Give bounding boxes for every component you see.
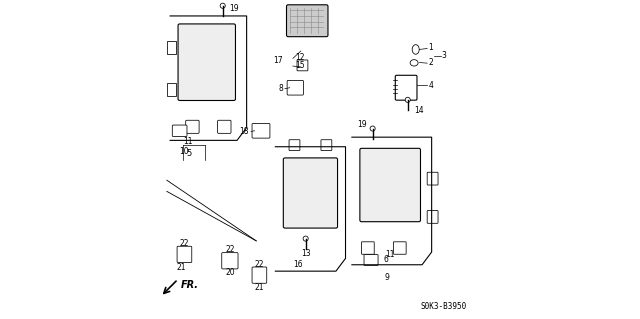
- FancyBboxPatch shape: [321, 140, 332, 151]
- FancyBboxPatch shape: [427, 211, 438, 223]
- Text: 20: 20: [225, 268, 235, 277]
- Text: 10: 10: [180, 147, 189, 156]
- Ellipse shape: [412, 45, 419, 54]
- Circle shape: [303, 236, 308, 241]
- Bar: [167, 41, 177, 54]
- FancyBboxPatch shape: [252, 123, 270, 138]
- Text: 14: 14: [414, 106, 424, 115]
- Text: 22: 22: [225, 245, 235, 254]
- FancyBboxPatch shape: [172, 125, 187, 137]
- Circle shape: [370, 126, 375, 131]
- FancyBboxPatch shape: [284, 158, 337, 228]
- Text: 15: 15: [295, 61, 305, 70]
- Text: 16: 16: [293, 260, 303, 269]
- FancyBboxPatch shape: [427, 172, 438, 185]
- Text: 4: 4: [428, 81, 433, 90]
- FancyBboxPatch shape: [362, 242, 374, 254]
- Circle shape: [220, 3, 225, 8]
- Text: 6: 6: [384, 256, 388, 264]
- FancyBboxPatch shape: [186, 120, 199, 133]
- FancyBboxPatch shape: [178, 24, 236, 100]
- Text: 18: 18: [240, 127, 249, 136]
- Text: 21: 21: [255, 283, 264, 292]
- Text: 19: 19: [358, 120, 367, 129]
- Text: 13: 13: [301, 249, 310, 258]
- Text: 8: 8: [278, 84, 284, 93]
- Polygon shape: [275, 147, 346, 271]
- Text: 21: 21: [177, 263, 186, 272]
- Text: S0K3-B3950: S0K3-B3950: [420, 302, 467, 311]
- Ellipse shape: [410, 60, 418, 66]
- FancyBboxPatch shape: [252, 267, 267, 283]
- FancyBboxPatch shape: [394, 242, 406, 254]
- Text: 9: 9: [385, 273, 389, 282]
- FancyBboxPatch shape: [297, 60, 308, 71]
- Text: 17: 17: [274, 56, 284, 65]
- FancyBboxPatch shape: [287, 5, 328, 37]
- FancyBboxPatch shape: [360, 148, 420, 222]
- Polygon shape: [170, 16, 246, 140]
- Text: 22: 22: [255, 260, 264, 269]
- Text: 22: 22: [180, 239, 189, 248]
- FancyBboxPatch shape: [218, 120, 231, 133]
- Text: 19: 19: [229, 4, 239, 13]
- FancyBboxPatch shape: [289, 140, 300, 151]
- Text: 11: 11: [183, 137, 193, 146]
- FancyBboxPatch shape: [364, 255, 378, 265]
- Bar: [167, 83, 177, 96]
- FancyBboxPatch shape: [287, 80, 303, 95]
- Text: 3: 3: [441, 51, 446, 60]
- FancyBboxPatch shape: [177, 246, 192, 263]
- FancyBboxPatch shape: [396, 75, 417, 100]
- Text: FR.: FR.: [181, 280, 199, 290]
- Text: 12: 12: [295, 53, 305, 62]
- Text: 2: 2: [428, 58, 433, 67]
- Polygon shape: [352, 137, 431, 265]
- Circle shape: [405, 97, 410, 102]
- Text: 11: 11: [385, 250, 395, 259]
- Text: 1: 1: [428, 43, 433, 52]
- FancyBboxPatch shape: [221, 253, 238, 269]
- Text: 5: 5: [187, 149, 192, 158]
